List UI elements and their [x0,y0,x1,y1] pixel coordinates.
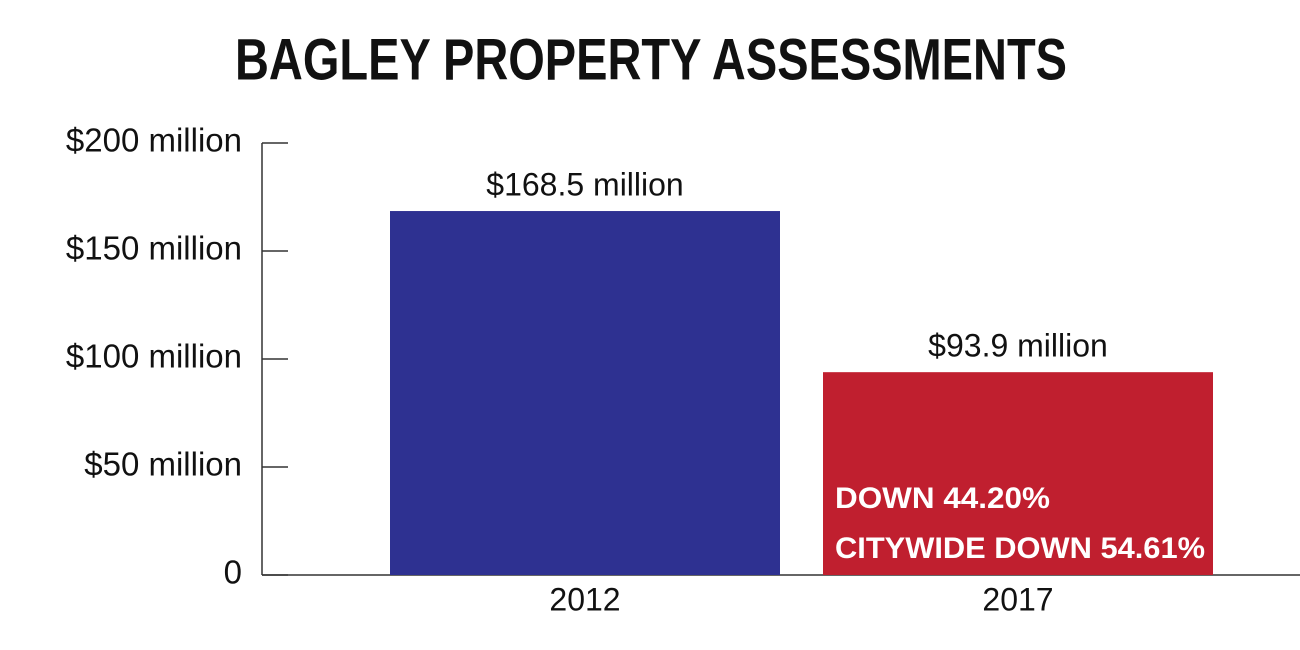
y-tick-label: 0 [224,554,242,591]
value-label: $168.5 million [486,166,683,202]
annotation: CITYWIDE DOWN 54.61% [835,532,1205,565]
y-tick-label: $50 million [84,446,242,483]
y-tick-label: $100 million [66,338,242,375]
value-label: $93.9 million [928,328,1108,364]
annotation: DOWN 44.20% [835,482,1050,515]
chart-title: BAGLEY PROPERTY ASSESSMENTS [235,27,1067,92]
bar [390,211,780,576]
y-tick-label: $200 million [66,122,242,159]
bar [823,372,1213,575]
x-tick-label: 2012 [549,581,620,617]
x-tick-label: 2017 [982,581,1053,617]
y-tick-label: $150 million [66,230,242,267]
